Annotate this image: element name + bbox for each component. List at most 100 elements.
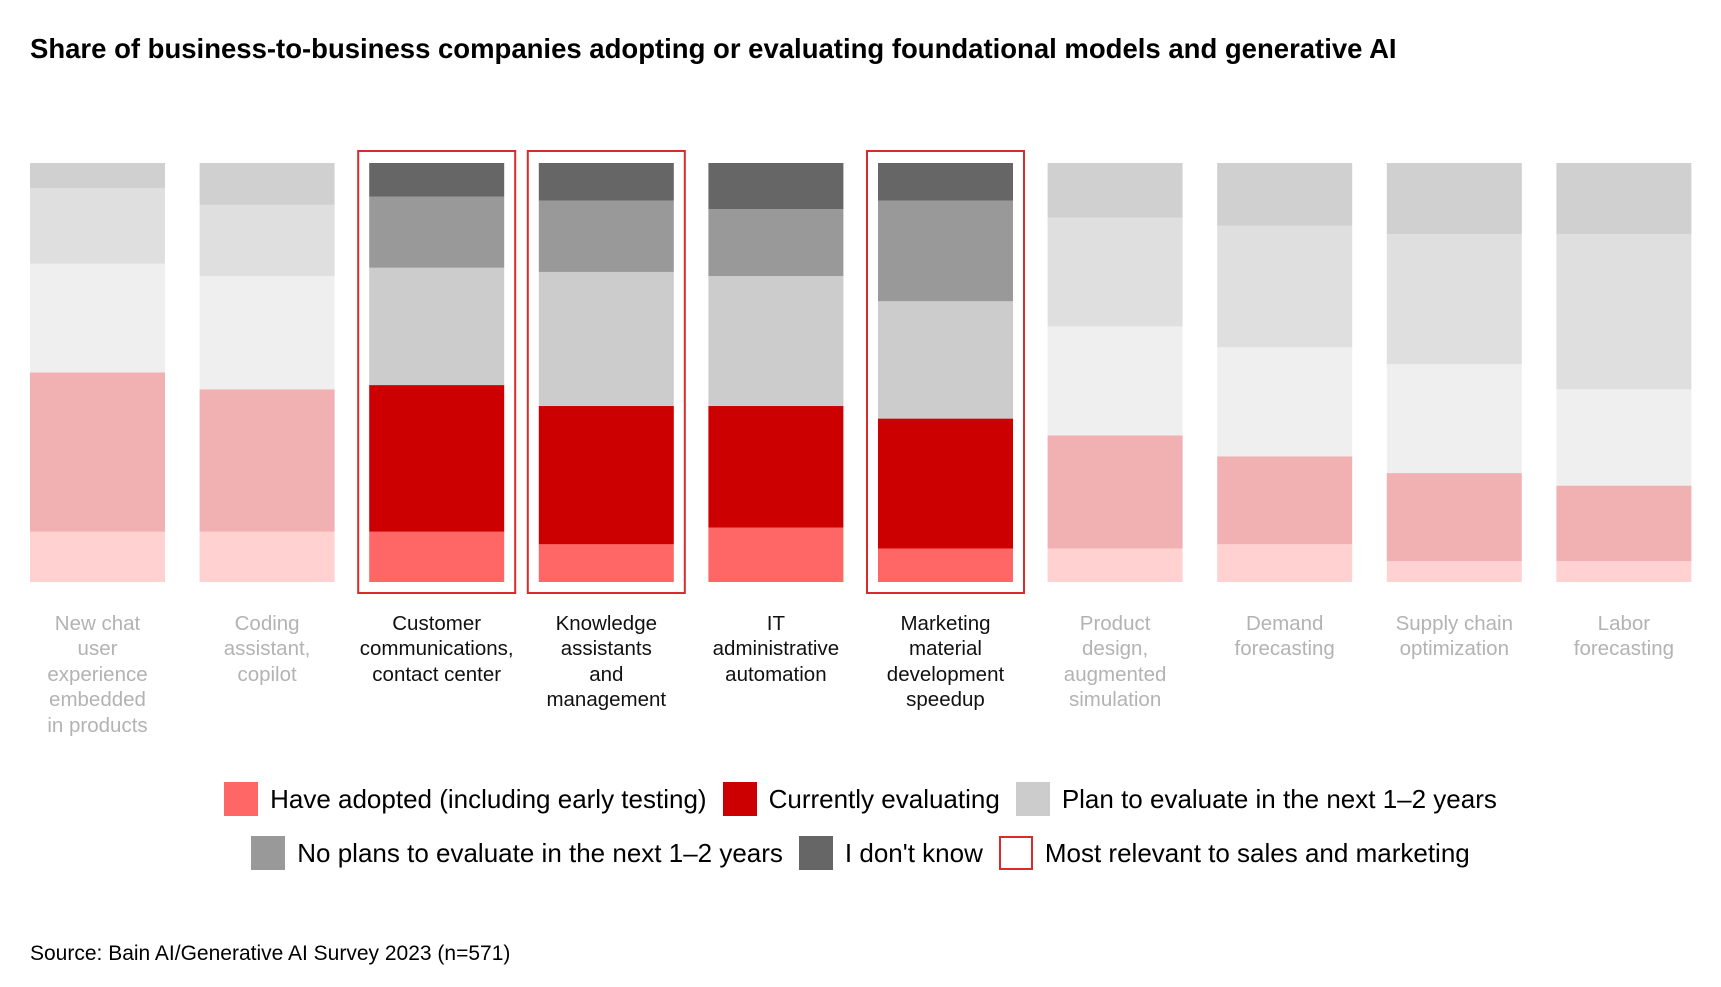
source-note: Source: Bain AI/Generative AI Survey 202… (30, 942, 511, 965)
bar-stack (199, 163, 335, 582)
category-label-line: optimization (1399, 637, 1509, 661)
bar-segment-adopted (1556, 561, 1692, 582)
bar-segment-dont-know (1047, 163, 1183, 218)
legend-swatch (1015, 782, 1050, 816)
category-label-line: embedded (49, 688, 146, 712)
category-label-line: design, (1082, 637, 1149, 661)
category-label-line: Knowledge (555, 612, 658, 635)
chart-title: Share of business-to-business companies … (30, 33, 1397, 64)
category-label-line: copilot (237, 662, 297, 686)
bar-segment-dont-know (1556, 163, 1692, 235)
bar-segment-dont-know (538, 163, 674, 201)
bar-segment-dont-know (1386, 163, 1522, 235)
legend-item-plan: Plan to evaluate in the next 1–2 years (1015, 782, 1497, 816)
bar-segment-dont-know (1217, 163, 1353, 226)
legend-label: Most relevant to sales and marketing (1044, 837, 1470, 868)
category-label-line: management (546, 688, 667, 712)
bar-segment-adopted (538, 544, 674, 582)
bar-segment-no-plans (1386, 234, 1522, 365)
legend-label: Currently evaluating (768, 783, 1000, 814)
category-label-line: and (589, 662, 624, 686)
bar-segment-plan (1556, 389, 1692, 486)
bar-stack (1217, 163, 1353, 582)
bar-segment-adopted (878, 548, 1013, 582)
bar-segment-evaluating (1217, 456, 1353, 545)
bar-segment-plan (1217, 347, 1353, 457)
bar-segment-adopted (30, 531, 165, 582)
bar-stack (708, 163, 844, 582)
legend-item-highlight: Most relevant to sales and marketing (998, 836, 1470, 870)
bar-segment-plan (30, 263, 165, 373)
category-label: Knowledge assistants and management (521, 611, 691, 713)
category-label-line: Supply chain (1395, 612, 1513, 635)
bar-segment-plan (708, 276, 844, 407)
legend-item-dont-know: I don't know (798, 836, 983, 870)
bar-segment-evaluating (1556, 485, 1692, 562)
bar-segment-no-plans (30, 188, 165, 264)
bar-stack (1556, 163, 1692, 582)
category-label-line: communications, (359, 637, 514, 661)
legend-swatch (998, 836, 1033, 870)
category-label-line: assistants (560, 637, 652, 661)
category-label-line: forecasting (1234, 637, 1335, 661)
category-label-line: Demand (1245, 612, 1324, 635)
bar-segment-no-plans (199, 204, 335, 277)
category-label-line: New chat (54, 612, 141, 635)
bar-segment-plan (1386, 364, 1522, 474)
category-label-line: user (77, 637, 118, 661)
bar-segment-evaluating (1047, 435, 1183, 549)
category-label-line: Labor (1597, 612, 1651, 635)
bar-segment-dont-know (30, 163, 165, 189)
category-label: Customer communications, contact center (352, 611, 522, 687)
legend-label: Plan to evaluate in the next 1–2 years (1061, 783, 1497, 814)
legend-swatch (798, 836, 833, 870)
category-label-line: IT (766, 612, 785, 635)
category-label: Supply chain optimization (1369, 611, 1539, 662)
category-label: Marketing material development speedup (861, 611, 1031, 713)
bar-segment-adopted (708, 527, 844, 582)
highlight-frame (357, 150, 517, 594)
legend-item-no-plans: No plans to evaluate in the next 1–2 yea… (251, 836, 783, 870)
category-label: Coding assistant, copilot (182, 611, 352, 687)
legend-swatch (251, 836, 286, 870)
highlight-frame (866, 150, 1025, 594)
bar-stack (538, 163, 674, 582)
bar-segment-no-plans (538, 200, 674, 272)
bar-stack (1047, 163, 1183, 582)
category-label: Labor forecasting (1539, 611, 1709, 662)
bar-segment-evaluating (1386, 473, 1522, 562)
bar-segment-no-plans (369, 196, 505, 268)
category-label-line: simulation (1068, 688, 1162, 712)
legend-label: I don't know (844, 837, 983, 868)
bar-segment-plan (199, 276, 335, 390)
category-label: Product design, augmented simulation (1030, 611, 1200, 713)
category-label: New chat user experience embedded in product… (13, 611, 183, 738)
legend-swatch (722, 782, 757, 816)
category-label-line: augmented (1063, 662, 1167, 686)
category-label-line: forecasting (1573, 637, 1675, 661)
bar-segment-no-plans (1556, 234, 1692, 390)
category-label-line: assistant, (223, 637, 311, 661)
bar-segment-adopted (1217, 544, 1353, 582)
category-label-line: Product (1079, 612, 1151, 635)
bar-segment-plan (1047, 326, 1183, 436)
bar-segment-dont-know (708, 163, 844, 210)
bar-stack (1386, 163, 1522, 582)
category-label-line: automation (725, 662, 827, 686)
bar-segment-adopted (1047, 548, 1183, 582)
category-label: Demand forecasting (1200, 611, 1370, 662)
category-label-line: material (909, 637, 982, 661)
bar-segment-evaluating (199, 389, 335, 532)
legend-label: No plans to evaluate in the next 1–2 yea… (297, 837, 783, 868)
legend-swatch (224, 782, 259, 816)
bar-segment-dont-know (199, 163, 335, 205)
bar-segment-evaluating (30, 372, 165, 532)
category-label-line: administrative (712, 637, 840, 661)
legend-item-evaluating: Currently evaluating (722, 782, 1000, 816)
bar-stack (878, 163, 1013, 582)
bar-segment-evaluating (369, 385, 505, 532)
bar-segment-no-plans (1217, 225, 1353, 348)
category-label-line: Customer (392, 612, 482, 635)
bar-segment-plan (538, 271, 674, 407)
